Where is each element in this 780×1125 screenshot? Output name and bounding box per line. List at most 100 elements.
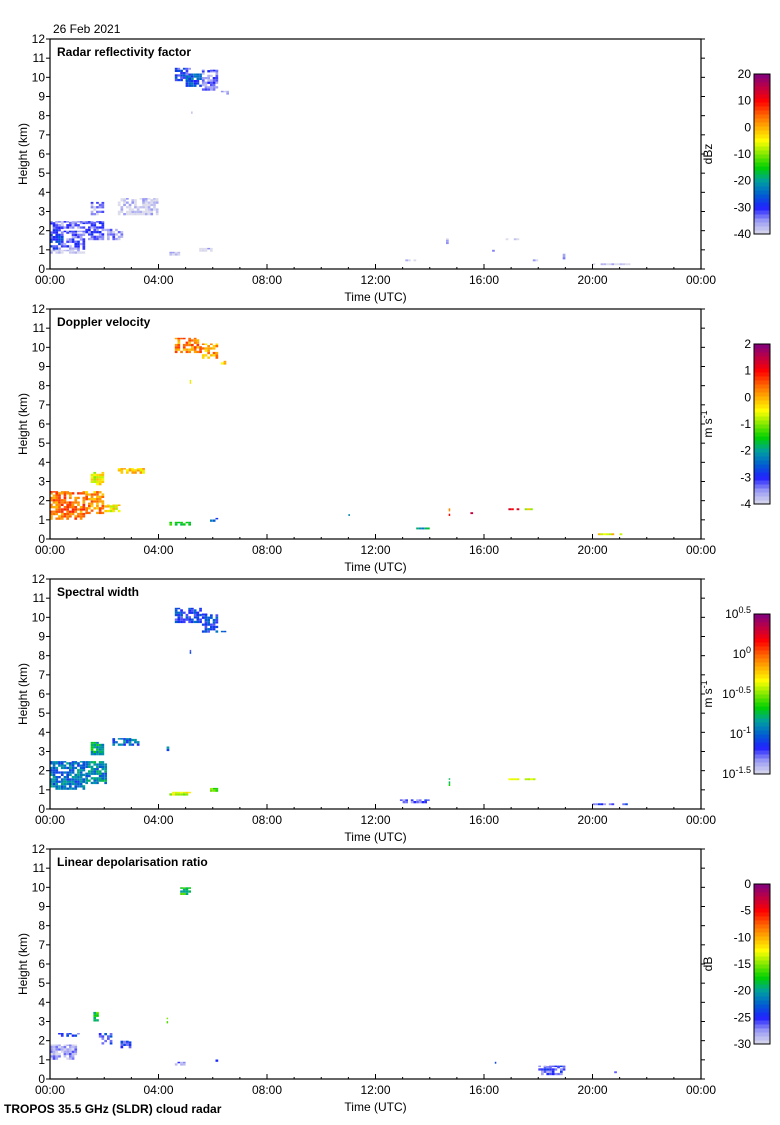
- x-tick-label: 12:00: [360, 273, 390, 287]
- echo-cell: [182, 74, 186, 77]
- echo-cell: [93, 235, 97, 238]
- echo-cell: [199, 613, 202, 617]
- echo-cell: [592, 263, 596, 266]
- echo-cell: [77, 492, 80, 495]
- x-tick-label: 00:00: [35, 273, 65, 287]
- y-tick-label: 9: [38, 90, 45, 104]
- echo-cell: [93, 1011, 97, 1014]
- echo-cell: [50, 1050, 53, 1053]
- colorbar-segment: [754, 214, 770, 219]
- echo-cell: [107, 228, 110, 232]
- echo-cell: [616, 263, 620, 266]
- echo-cell: [93, 1012, 97, 1015]
- colorbar-segment: [754, 714, 770, 719]
- echo-cell: [191, 346, 194, 349]
- echo-cell: [117, 210, 121, 213]
- echo-cell: [560, 1068, 563, 1071]
- echo-cell: [74, 224, 78, 227]
- echo-cell: [182, 337, 186, 340]
- echo-cell: [58, 242, 61, 246]
- echo-cell: [96, 498, 99, 501]
- echo-cell: [71, 230, 75, 233]
- echo-cell: [174, 337, 178, 340]
- colorbar-segment: [754, 726, 770, 731]
- echo-cell: [77, 785, 80, 788]
- colorbar-segment: [754, 194, 770, 199]
- colorbar-segment: [754, 388, 770, 393]
- colorbar-segment: [754, 452, 770, 457]
- echo-cell: [204, 247, 208, 250]
- colorbar-segment: [754, 750, 770, 755]
- echo-cell: [180, 609, 183, 612]
- echo-cell: [348, 514, 350, 516]
- echo-cell: [50, 510, 53, 513]
- echo-cell: [142, 210, 145, 213]
- echo-cell: [193, 613, 197, 617]
- echo-cell: [55, 499, 59, 502]
- echo-cell: [608, 533, 612, 536]
- echo-cell: [71, 221, 75, 225]
- echo-cell: [74, 496, 78, 500]
- echo-cell: [212, 621, 216, 624]
- echo-cell: [600, 263, 604, 266]
- echo-cell: [201, 630, 205, 633]
- echo-cell: [201, 614, 205, 617]
- plot-frame: [49, 38, 702, 270]
- echo-cell: [169, 251, 173, 254]
- echo-cell: [126, 471, 129, 474]
- echo-cell: [180, 793, 183, 796]
- echo-cell: [79, 771, 83, 774]
- echo-cell: [90, 478, 94, 481]
- echo-cell: [60, 242, 64, 246]
- echo-cell: [147, 210, 151, 213]
- echo-cell: [215, 72, 219, 75]
- echo-cell: [93, 206, 97, 209]
- echo-cell: [69, 773, 72, 776]
- colorbar-segment: [754, 94, 770, 99]
- colorbar-segment: [754, 924, 770, 929]
- echo-cell: [220, 630, 224, 633]
- echo-cell: [123, 203, 126, 207]
- echo-cell: [77, 780, 80, 783]
- echo-cell: [66, 780, 69, 783]
- echo-cell: [212, 77, 216, 80]
- colorbar-segment: [754, 368, 770, 373]
- echo-cell: [215, 1059, 219, 1062]
- echo-cell: [131, 469, 135, 472]
- echo-cell: [562, 1065, 566, 1068]
- echo-cell: [69, 503, 72, 506]
- echo-cell: [66, 762, 69, 765]
- echo-cell: [60, 245, 64, 248]
- echo-cell: [98, 1033, 102, 1036]
- echo-cell: [60, 233, 64, 236]
- colorbar-segment: [754, 1040, 770, 1045]
- echo-cell: [188, 616, 191, 619]
- echo-cell: [96, 507, 99, 510]
- colorbar-segment: [754, 884, 770, 889]
- echo-cell: [98, 772, 102, 775]
- echo-cell: [79, 506, 83, 509]
- echo-cell: [210, 625, 213, 629]
- echo-cell: [199, 84, 202, 87]
- echo-cell: [50, 236, 53, 239]
- colorbar-segment: [754, 976, 770, 981]
- echo-cell: [101, 224, 105, 227]
- echo-cell: [82, 231, 86, 234]
- colorbar-segment: [754, 912, 770, 917]
- echo-cell: [101, 504, 105, 508]
- echo-cell: [60, 517, 64, 520]
- colorbar-segment: [754, 472, 770, 477]
- echo-cell: [74, 247, 78, 250]
- x-axis-label: Time (UTC): [344, 290, 406, 304]
- echo-cell: [93, 208, 97, 211]
- echo-cell: [88, 772, 91, 775]
- echo-cell: [71, 1046, 75, 1049]
- echo-cell: [549, 1070, 552, 1073]
- colorbar-frame: [753, 883, 771, 1045]
- echo-cell: [448, 513, 451, 516]
- echo-cell: [182, 76, 186, 79]
- echo-cell: [207, 88, 210, 91]
- colorbar-segment: [754, 996, 770, 1001]
- echo-cell: [199, 77, 202, 80]
- echo-cell: [210, 616, 213, 619]
